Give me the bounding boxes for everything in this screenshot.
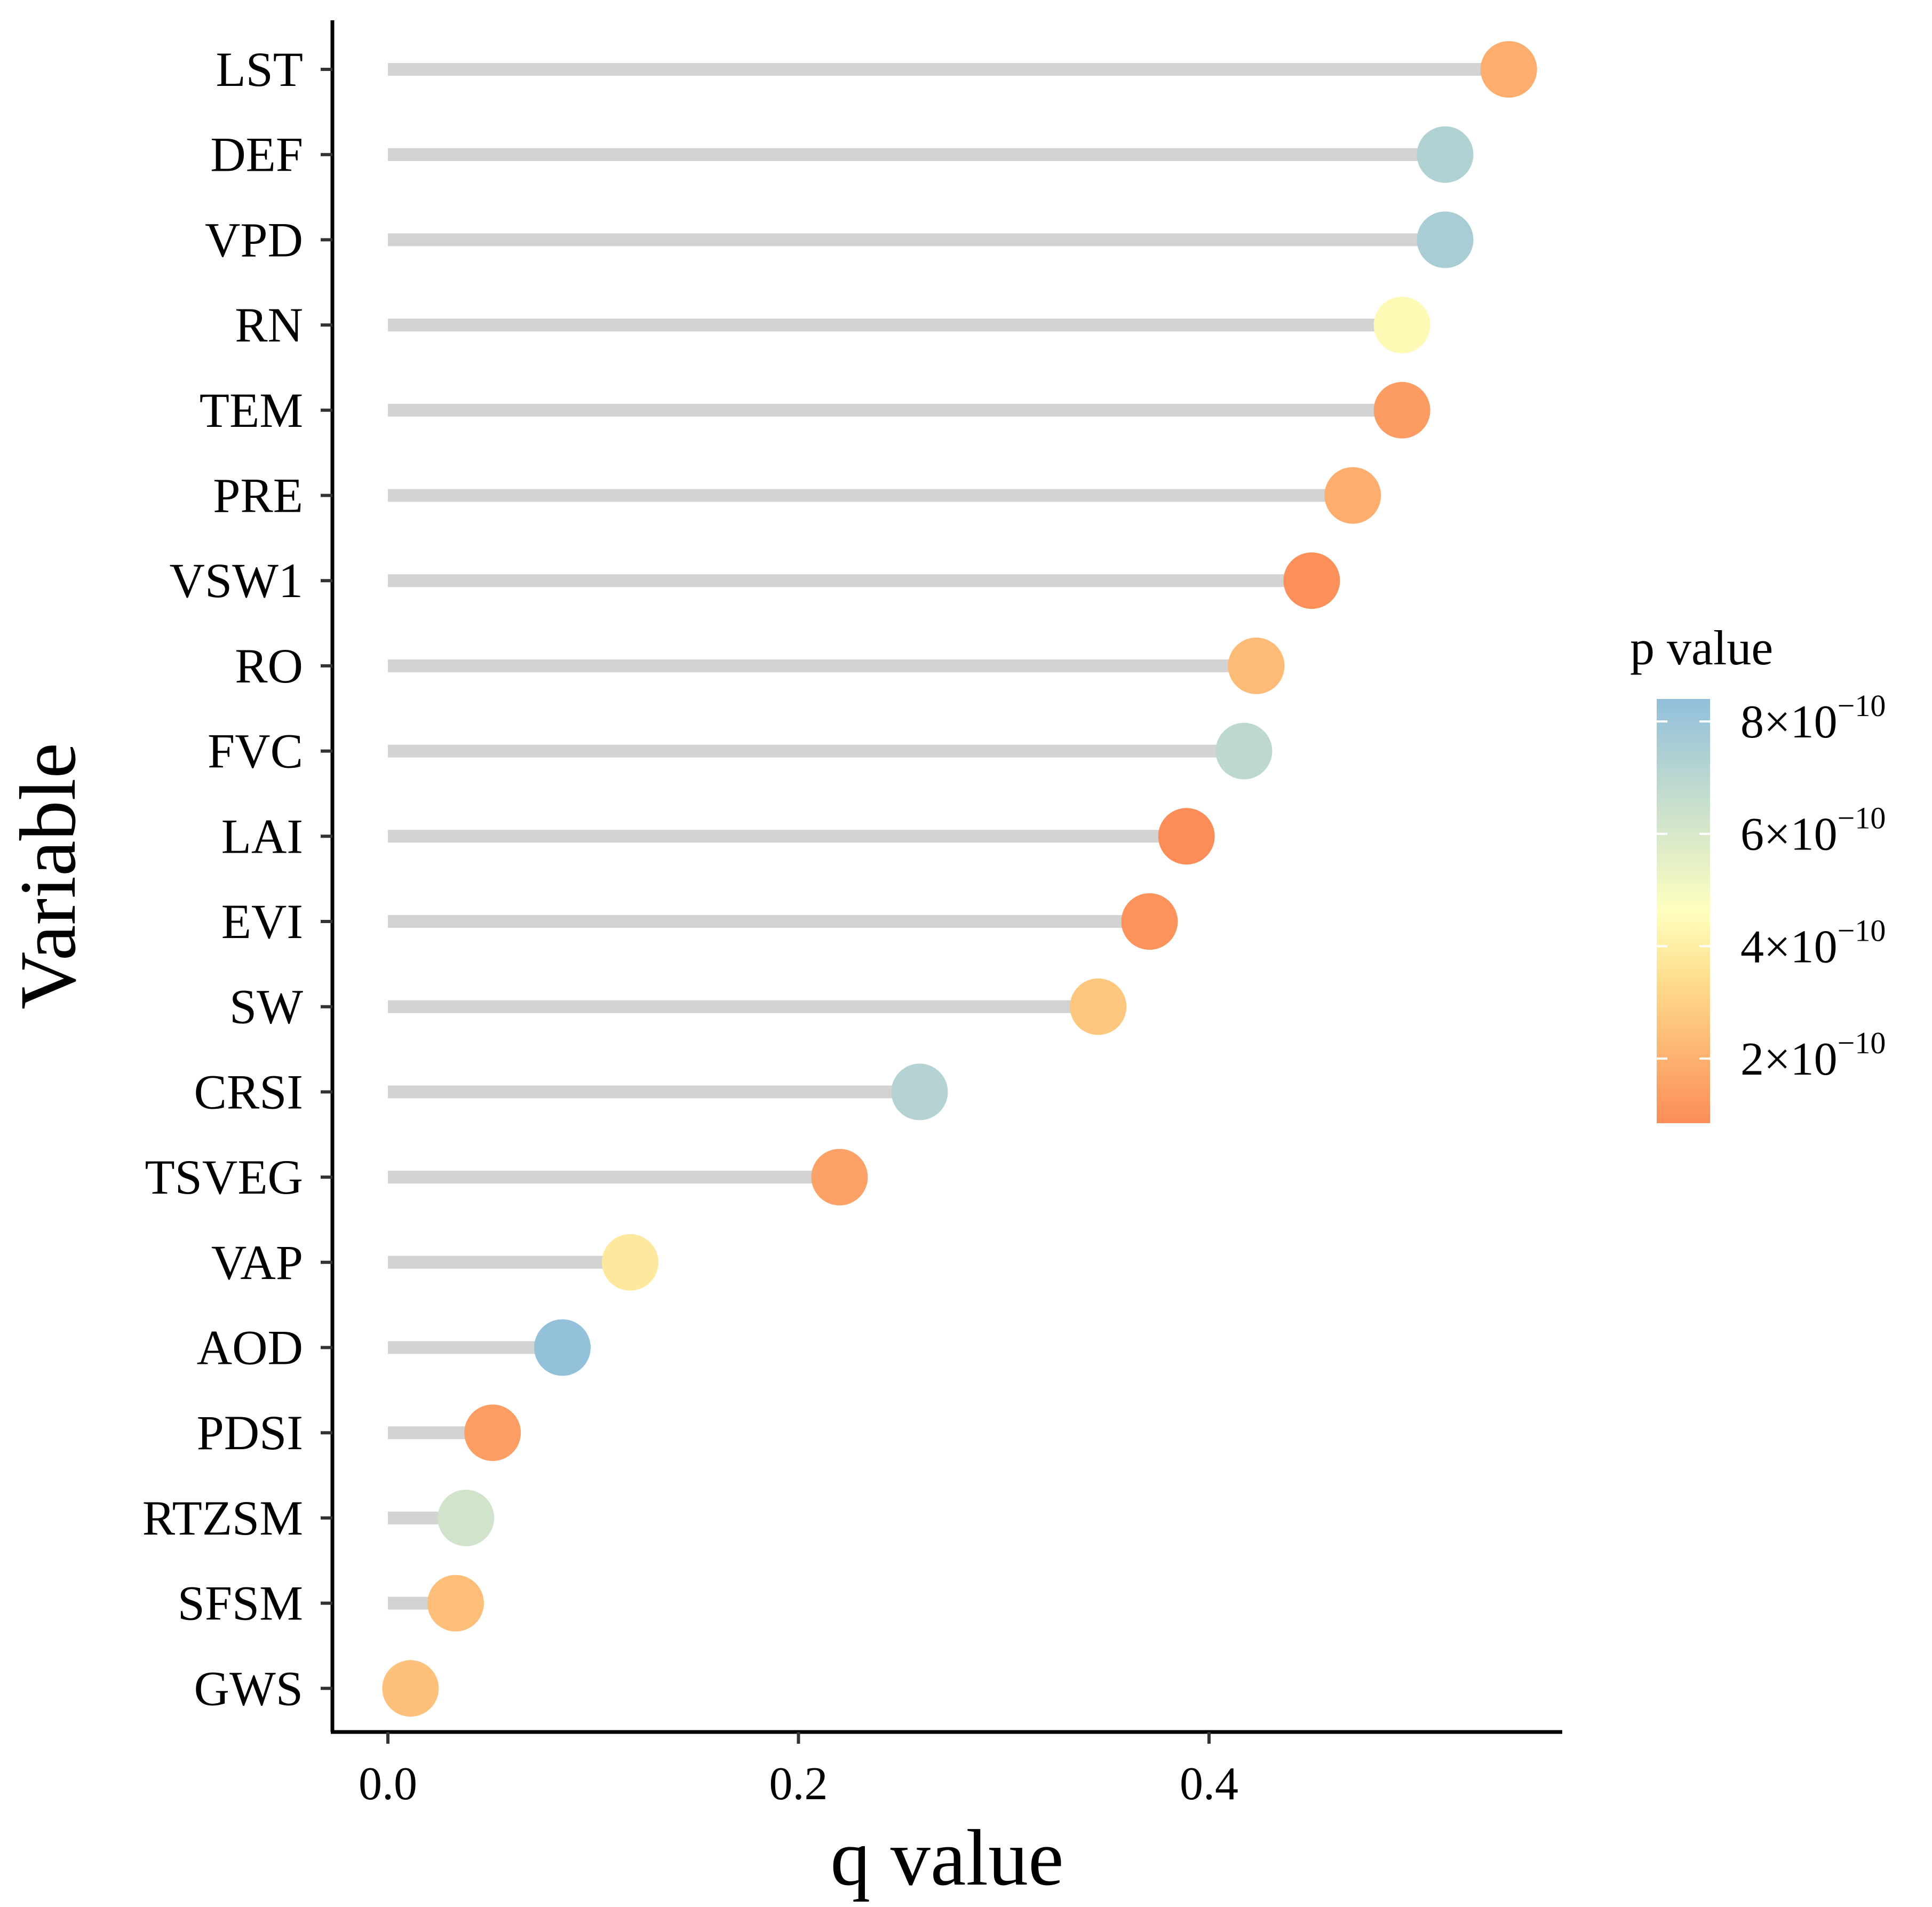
point-rtzsm (438, 1489, 495, 1546)
y-tick-label-sw: SW (229, 980, 303, 1034)
point-pre (1324, 467, 1381, 524)
x-tick-label-2: 0.4 (1180, 1758, 1238, 1810)
lollipop-segments (388, 63, 1509, 1695)
lollipop-points (382, 41, 1537, 1717)
y-tick-label-lai: LAI (221, 809, 303, 863)
x-tick-label-1: 0.2 (769, 1758, 828, 1810)
y-tick-label-vap: VAP (211, 1235, 303, 1290)
color-legend: p value 2×10−10 4×10−10 6×10−10 8×10−10 (1630, 621, 1886, 1123)
y-tick-label-vpd: VPD (205, 212, 303, 267)
y-tick-label-rtzsm: RTZSM (142, 1491, 303, 1545)
legend-tick-label-2: 6×10−10 (1740, 801, 1886, 861)
point-tsveg (811, 1149, 868, 1206)
point-evi (1121, 893, 1178, 950)
y-tick-label-crsi: CRSI (194, 1064, 303, 1119)
y-tick-label-tem: TEM (200, 383, 303, 438)
y-tick-label-tsveg: TSVEG (145, 1150, 303, 1204)
point-sw (1070, 978, 1127, 1035)
legend-title: p value (1630, 621, 1773, 675)
y-tick-label-sfsm: SFSM (178, 1576, 303, 1631)
legend-colorbar (1657, 699, 1710, 1123)
y-tick-label-aod: AOD (197, 1321, 303, 1375)
legend-tick-label-0: 2×10−10 (1740, 1026, 1886, 1085)
point-sfsm (427, 1575, 484, 1632)
y-tick-label-vsw1: VSW1 (170, 553, 303, 608)
y-tick-label-pdsi: PDSI (197, 1405, 303, 1460)
point-aod (534, 1319, 591, 1376)
y-tick-label-pre: PRE (213, 468, 303, 523)
point-vap (602, 1234, 659, 1291)
point-rn (1373, 297, 1430, 354)
point-tem (1373, 382, 1430, 439)
point-gws (382, 1660, 439, 1717)
y-tick-label-ro: RO (235, 639, 303, 693)
y-tick-label-evi: EVI (221, 894, 303, 949)
y-tick-label-rn: RN (235, 298, 303, 352)
point-pdsi (464, 1404, 521, 1461)
y-tick-label-fvc: FVC (208, 724, 303, 778)
x-tick-label-0: 0.0 (359, 1758, 417, 1810)
point-vsw1 (1283, 552, 1340, 609)
legend-tick-label-3: 8×10−10 (1740, 688, 1886, 748)
point-lai (1158, 808, 1215, 865)
point-ro (1228, 637, 1285, 694)
legend-tick-label-1: 4×10−10 (1740, 913, 1886, 973)
point-def (1417, 126, 1474, 183)
point-lst (1480, 41, 1537, 98)
y-axis-title: Variable (4, 743, 92, 1010)
axes: LST DEF VPD RN TEM PRE VSW1 RO FVC LAI EVI SW CRSI TS… (4, 20, 1562, 1902)
point-fvc (1215, 722, 1273, 780)
point-crsi (891, 1063, 948, 1121)
y-tick-label-gws: GWS (194, 1661, 303, 1715)
point-vpd (1417, 211, 1474, 268)
y-tick-label-def: DEF (210, 128, 303, 182)
x-axis-title: q value (830, 1814, 1063, 1902)
y-tick-label-lst: LST (216, 42, 303, 97)
